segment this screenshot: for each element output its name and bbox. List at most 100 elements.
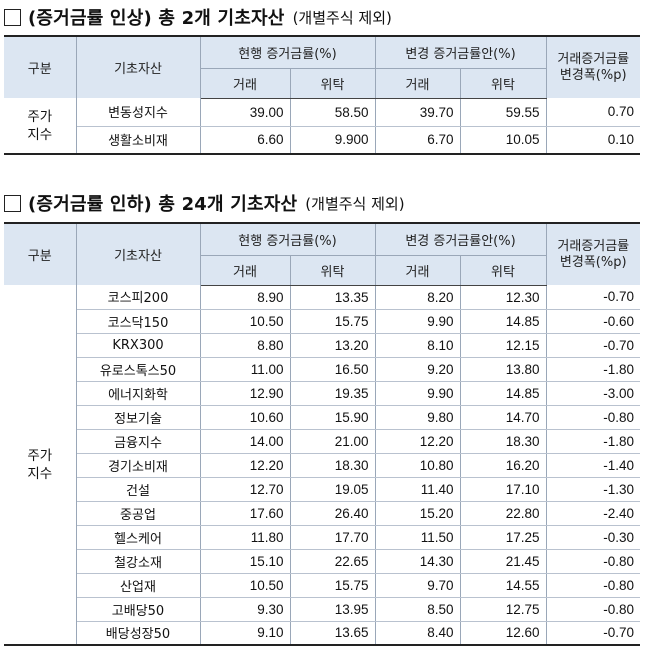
header-change-line1: 거래증거금률 bbox=[557, 51, 630, 67]
cell-cur-trust: 19.05 bbox=[290, 477, 376, 502]
cell-change: -2.40 bbox=[546, 501, 640, 526]
asset-name: 금융지수 bbox=[76, 429, 201, 454]
group-label-line: 지수 bbox=[27, 465, 53, 482]
cell-cur-trust: 13.35 bbox=[290, 285, 376, 310]
cell-new-trust: 12.60 bbox=[460, 621, 547, 646]
header-proposed: 변경 증거금률안(%) bbox=[375, 35, 547, 69]
margin-decrease-table: 구분 기초자산 현행 증거금률(%) 변경 증거금률안(%) 거래증거금률 변경… bbox=[4, 222, 640, 646]
table-row: 주가 지수 코스피200 8.90 13.35 8.20 12.30 -0.70 bbox=[4, 285, 640, 646]
cell-change: -0.80 bbox=[546, 573, 640, 598]
cell-cur-trust: 13.95 bbox=[290, 597, 376, 622]
asset-name: 배당성장50 bbox=[76, 621, 201, 646]
cell-change: -0.70 bbox=[546, 621, 640, 646]
header-change-line2: 변경폭(%p) bbox=[559, 67, 627, 83]
cell-new-trade: 9.90 bbox=[375, 309, 461, 334]
header-proposed: 변경 증거금률안(%) bbox=[375, 222, 547, 256]
table-row: 코스닥150 10.50 15.75 9.90 14.85 -0.60 bbox=[4, 309, 640, 334]
header-current-trust: 위탁 bbox=[290, 68, 376, 99]
header-change: 거래증거금률 변경폭(%p) bbox=[546, 222, 640, 285]
asset-name: 변동성지수 bbox=[76, 98, 201, 127]
asset-name: 정보기술 bbox=[76, 405, 201, 430]
header-current-trade: 거래 bbox=[200, 255, 291, 286]
cell-new-trust: 13.80 bbox=[460, 357, 547, 382]
cell-cur-trade: 11.00 bbox=[200, 357, 291, 382]
cell-cur-trade: 9.10 bbox=[200, 621, 291, 646]
section-title-increase: (증거금률 인상) 총 2개 기초자산 (개별주식 제외) bbox=[4, 4, 392, 30]
header-asset: 기초자산 bbox=[76, 222, 201, 285]
asset-name: 산업재 bbox=[76, 573, 201, 598]
header-change: 거래증거금률 변경폭(%p) bbox=[546, 35, 640, 98]
cell-cur-trust: 15.75 bbox=[290, 309, 376, 334]
cell-cur-trust: 17.70 bbox=[290, 525, 376, 550]
asset-name: 코스피200 bbox=[76, 285, 201, 310]
header-change-line1: 거래증거금률 bbox=[557, 238, 630, 254]
asset-name: 헬스케어 bbox=[76, 525, 201, 550]
cell-new-trust: 12.75 bbox=[460, 597, 547, 622]
asset-name: 코스닥150 bbox=[76, 309, 201, 334]
table-row: 생활소비재 6.60 9.900 6.70 10.05 0.10 bbox=[4, 126, 640, 155]
margin-increase-table: 구분 기초자산 현행 증거금률(%) 변경 증거금률안(%) 거래증거금률 변경… bbox=[4, 35, 640, 155]
table-row: 금융지수 14.00 21.00 12.20 18.30 -1.80 bbox=[4, 429, 640, 454]
table-row: 건설 12.70 19.05 11.40 17.10 -1.30 bbox=[4, 477, 640, 502]
cell-cur-trust: 26.40 bbox=[290, 501, 376, 526]
cell-change: -0.80 bbox=[546, 597, 640, 622]
header-current: 현행 증거금률(%) bbox=[200, 35, 376, 69]
table-row: 철강소재 15.10 22.65 14.30 21.45 -0.80 bbox=[4, 549, 640, 574]
cell-new-trade: 8.20 bbox=[375, 285, 461, 310]
cell-change: -0.80 bbox=[546, 549, 640, 574]
header-proposed-trade: 거래 bbox=[375, 255, 461, 286]
cell-new-trust: 21.45 bbox=[460, 549, 547, 574]
cell-cur-trust: 19.35 bbox=[290, 381, 376, 406]
cell-new-trust: 14.55 bbox=[460, 573, 547, 598]
checkbox-icon bbox=[4, 194, 21, 212]
cell-cur-trust: 15.75 bbox=[290, 573, 376, 598]
cell-cur-trust: 9.900 bbox=[290, 126, 376, 155]
asset-name: 고배당50 bbox=[76, 597, 201, 622]
asset-name: 경기소비재 bbox=[76, 453, 201, 478]
cell-new-trust: 18.30 bbox=[460, 429, 547, 454]
cell-cur-trust: 13.20 bbox=[290, 333, 376, 358]
asset-name: 건설 bbox=[76, 477, 201, 502]
header-asset: 기초자산 bbox=[76, 35, 201, 98]
cell-change: -0.30 bbox=[546, 525, 640, 550]
header-proposed-trade: 거래 bbox=[375, 68, 461, 99]
checkbox-icon bbox=[4, 8, 21, 26]
cell-new-trust: 17.25 bbox=[460, 525, 547, 550]
cell-change: -1.40 bbox=[546, 453, 640, 478]
cell-new-trade: 8.10 bbox=[375, 333, 461, 358]
cell-change: 0.10 bbox=[546, 126, 640, 155]
table-row: 주가 지수 변동성지수 39.00 58.50 39.70 59.55 0.70 bbox=[4, 98, 640, 155]
cell-cur-trade: 12.20 bbox=[200, 453, 291, 478]
cell-new-trade: 9.20 bbox=[375, 357, 461, 382]
section-heading: (증거금률 인상) 총 2개 기초자산 bbox=[28, 8, 285, 29]
cell-new-trust: 17.10 bbox=[460, 477, 547, 502]
table-row: KRX300 8.80 13.20 8.10 12.15 -0.70 bbox=[4, 333, 640, 358]
cell-new-trust: 12.30 bbox=[460, 285, 547, 310]
cell-new-trust: 14.85 bbox=[460, 309, 547, 334]
cell-change: -1.30 bbox=[546, 477, 640, 502]
cell-new-trade: 8.50 bbox=[375, 597, 461, 622]
group-label: 주가 지수 bbox=[4, 98, 77, 155]
cell-new-trade: 9.80 bbox=[375, 405, 461, 430]
group-label-line: 주가 bbox=[27, 447, 53, 464]
cell-cur-trade: 8.90 bbox=[200, 285, 291, 310]
table-row: 에너지화학 12.90 19.35 9.90 14.85 -3.00 bbox=[4, 381, 640, 406]
group-label-line: 주가 bbox=[27, 108, 53, 125]
cell-cur-trust: 21.00 bbox=[290, 429, 376, 454]
asset-name: KRX300 bbox=[76, 333, 201, 358]
header-proposed-trust: 위탁 bbox=[460, 68, 547, 99]
cell-cur-trust: 58.50 bbox=[290, 98, 376, 127]
table-row: 배당성장50 9.10 13.65 8.40 12.60 -0.70 bbox=[4, 621, 640, 646]
header-proposed-trust: 위탁 bbox=[460, 255, 547, 286]
section-heading: (증거금률 인하) 총 24개 기초자산 bbox=[28, 194, 298, 215]
cell-new-trade: 11.40 bbox=[375, 477, 461, 502]
header-current-trust: 위탁 bbox=[290, 255, 376, 286]
cell-new-trade: 39.70 bbox=[375, 98, 461, 127]
cell-new-trade: 10.80 bbox=[375, 453, 461, 478]
asset-name: 에너지화학 bbox=[76, 381, 201, 406]
header-current-trade: 거래 bbox=[200, 68, 291, 99]
cell-cur-trade: 12.70 bbox=[200, 477, 291, 502]
header-change-line2: 변경폭(%p) bbox=[559, 254, 627, 270]
cell-new-trade: 9.70 bbox=[375, 573, 461, 598]
section-title-decrease: (증거금률 인하) 총 24개 기초자산 (개별주식 제외) bbox=[4, 190, 405, 216]
